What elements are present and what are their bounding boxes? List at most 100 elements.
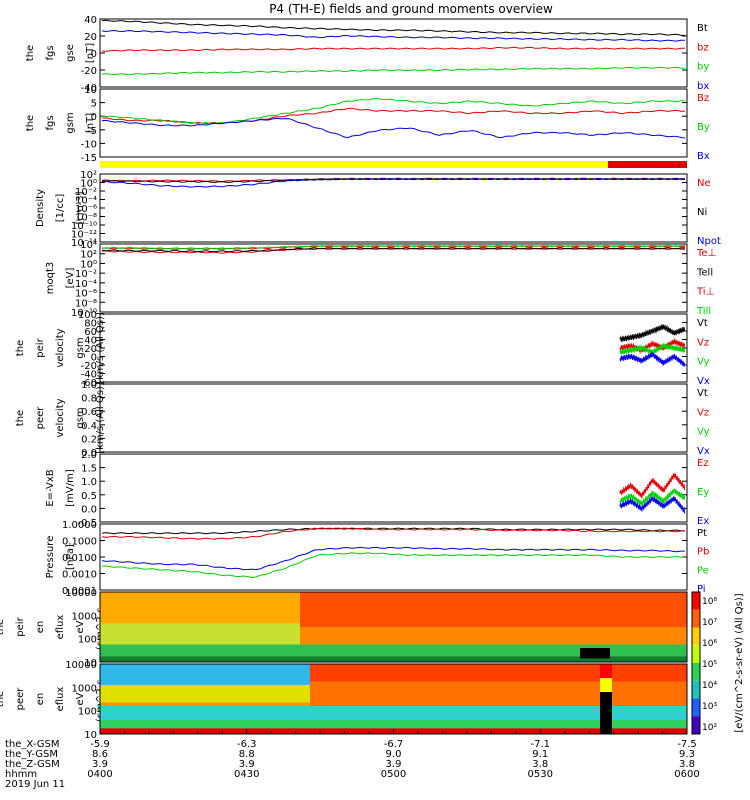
y-tick-label: 100 — [78, 635, 97, 646]
panel-p7: 2.0 1.5 1.0 0.5 0.0 -0.5 E=-VxB [mV/m] Ez Ey Ex — [45, 450, 709, 529]
heatmap-cell — [100, 706, 687, 720]
y-tick-label: -40 — [81, 83, 97, 94]
colorbar-segment — [692, 627, 700, 646]
heatmap-cell — [100, 623, 300, 645]
x-row-value: 3.8 — [532, 759, 548, 770]
legend-entry: Te⊥ — [696, 248, 716, 259]
y-tick-label: 1000 — [72, 611, 97, 622]
y-label-line: eflux — [55, 615, 66, 640]
y-tick-label: 20 — [84, 32, 97, 43]
y-axis-label: Pressure [nPa] — [45, 536, 76, 579]
x-row-value: -6.3 — [237, 739, 257, 750]
y-tick-label: -5 — [87, 126, 97, 137]
y-axis-label: the fgs gsm [nT] — [25, 112, 96, 133]
y-label-line: eV — [75, 692, 86, 705]
y-label-line: [nT] — [85, 113, 96, 133]
y-label-line: velocity — [55, 328, 66, 367]
y-tick-label: 0.0010 — [62, 570, 97, 581]
y-tick-label: -20 — [81, 361, 97, 372]
y-tick-label: 10 — [84, 658, 97, 669]
x-row-value: 8.8 — [239, 749, 255, 760]
y-label-line: moqt3 — [45, 262, 56, 295]
y-tick-label: 1.0 — [81, 380, 97, 391]
y-tick-label: -20 — [81, 66, 97, 77]
y-tick-label: -0.5 — [77, 518, 97, 529]
y-tick-label: 10⁴ — [80, 240, 97, 251]
series-line — [101, 247, 685, 253]
series-line — [101, 107, 685, 125]
y-label-line: gsm — [75, 407, 86, 428]
y-tick-label: 10⁰ — [80, 179, 97, 190]
y-label-line: eflux — [55, 687, 66, 712]
y-label-line: [cm-3] — [75, 191, 86, 224]
y-tick-label: 10⁻¹⁰ — [71, 221, 97, 232]
legend-entry: Vz — [697, 337, 709, 348]
y-tick-label: 5 — [91, 99, 97, 110]
panel-frame — [99, 591, 688, 663]
plot-title: P4 (TH-E) fields and ground moments over… — [269, 2, 553, 16]
y-tick-label: -15 — [81, 153, 97, 164]
y-tick-label: 10000 — [65, 660, 97, 671]
x-row-value: 3.9 — [92, 759, 108, 770]
x-row-value: 9.1 — [532, 749, 548, 760]
x-row-value: 0600 — [674, 769, 699, 780]
y-tick-label: 0 — [91, 49, 97, 60]
series-line — [101, 66, 686, 76]
legend-entry: Vx — [697, 376, 710, 387]
colorbar-segment — [692, 680, 700, 699]
y-label-line: Density — [35, 189, 46, 227]
y-tick-label: 0.0 — [81, 504, 97, 515]
y-tick-label: 100 — [78, 310, 97, 321]
legend-entry: Ti⊥ — [696, 287, 714, 298]
y-label-line: [km/s (All Qs)] — [95, 312, 106, 384]
series-line — [619, 472, 686, 499]
panel-p6: 1.0 0.8 0.6 0.4 0.2 0.0 the peer velocity gsm [km/… — [15, 380, 710, 459]
series-line — [101, 552, 686, 579]
y-tick-label: -10 — [81, 139, 97, 150]
x-row-value: 9.0 — [386, 749, 402, 760]
y-axis-label: E=-VxB [mV/m] — [45, 469, 76, 507]
y-label-line: the — [15, 410, 26, 426]
x-date: 2019 Jun 11 — [5, 779, 65, 790]
y-label-line: peer — [15, 687, 26, 711]
legend-entry: Npot — [697, 236, 721, 247]
x-row-value: 0430 — [234, 769, 259, 780]
legend-entry: Ez — [697, 458, 709, 469]
colorbar-tick-label: 10⁴ — [702, 681, 717, 691]
x-row-value: -6.7 — [384, 739, 404, 750]
y-tick-label: 2.0 — [81, 450, 97, 461]
status-bar-yellow — [100, 161, 608, 168]
series-line — [619, 351, 686, 367]
legend-entry: Ey — [697, 487, 709, 498]
legend-entry: bz — [697, 42, 709, 53]
y-tick-label: 0.5 — [81, 491, 97, 502]
heatmap-cell — [600, 692, 612, 734]
y-tick-label: 10⁻² — [75, 187, 97, 198]
heatmap-cell — [600, 664, 612, 678]
legend-entry: Vz — [697, 407, 709, 418]
x-row-value: 9.3 — [679, 749, 695, 760]
y-tick-label: 10⁻⁶ — [75, 204, 97, 215]
y-tick-label: 20 — [84, 344, 97, 355]
colorbar-tick-label: 10⁵ — [702, 660, 717, 670]
heatmap-cell — [600, 678, 612, 692]
y-tick-label: 0.0 — [81, 448, 97, 459]
y-label-line: E=-VxB — [45, 469, 56, 506]
y-label-line: the — [25, 45, 36, 61]
y-tick-label: 0.0001 — [62, 586, 97, 597]
y-label-line: gse — [65, 44, 76, 62]
x-row-value: 8.6 — [92, 749, 108, 760]
legend-entry: By — [697, 122, 710, 133]
y-tick-label: 10² — [80, 250, 97, 261]
panel-frame — [99, 453, 688, 523]
series-line — [101, 97, 685, 125]
heatmap-cell — [580, 648, 610, 659]
y-tick-label: 80 — [84, 319, 97, 330]
series-line — [619, 495, 686, 514]
series-line — [101, 244, 686, 250]
legend-entry: Vt — [697, 318, 708, 329]
heatmap-cell — [310, 681, 687, 706]
legend-entry: Till — [696, 306, 711, 317]
y-label-line: fgs — [45, 115, 56, 130]
y-tick-label: 0.6 — [81, 407, 97, 418]
